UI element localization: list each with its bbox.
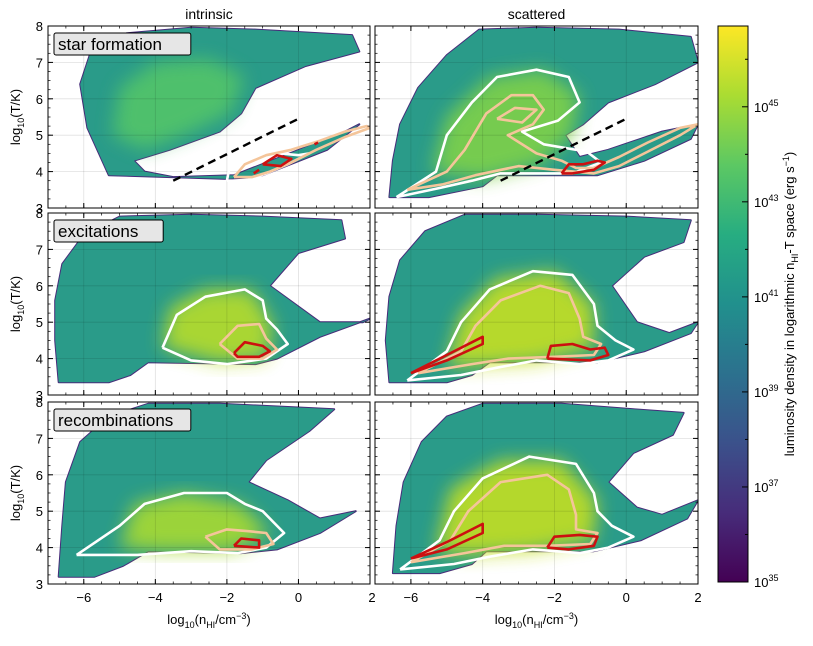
contour-red	[262, 153, 293, 168]
y-tick-label: 3	[36, 201, 43, 216]
density-core	[432, 69, 580, 179]
contour-red	[546, 342, 610, 362]
x-tick-label: 0	[623, 590, 630, 605]
colorbar-tick-label: 1035	[754, 573, 778, 590]
panel-star-formation-intrinsic: 3 4 5 6 7 8 log10(T/K) star formation intrinsic	[8, 6, 371, 216]
colorbar-gradient	[717, 25, 749, 583]
row-label-box	[53, 32, 192, 56]
y-tick-label: 6	[36, 92, 43, 107]
colorbar: 1035 1037 1039 1041 1043 1045 luminosity densi…	[717, 25, 800, 590]
x-tick-label: −4	[148, 590, 163, 605]
contour-red	[560, 159, 607, 175]
density-core	[119, 493, 270, 552]
y-tick-label: 8	[36, 395, 43, 410]
y-tick-label: 8	[36, 206, 43, 221]
x-tick-label: 2	[694, 590, 701, 605]
y-tick-label: 4	[36, 165, 43, 180]
x-tick-label: −2	[219, 590, 234, 605]
x-tick-label: −6	[76, 590, 91, 605]
contour-red	[410, 335, 485, 375]
y-tick-label: 7	[36, 242, 43, 257]
contour-peach	[406, 93, 698, 192]
y-tick-label: 5	[36, 504, 43, 519]
panel-star-formation-scattered: scattered	[374, 6, 699, 209]
y-tick-label: 7	[36, 55, 43, 70]
contour-red	[252, 168, 260, 175]
x-axis-label: log10(nHI/cm−3)	[495, 611, 579, 630]
contour-red	[410, 522, 485, 560]
x-tick-label: −2	[547, 590, 562, 605]
column-title: intrinsic	[185, 6, 232, 22]
y-tick-label: 5	[36, 315, 43, 330]
contour-red	[233, 537, 261, 549]
contour-peach	[410, 473, 599, 564]
contour-red	[313, 141, 319, 146]
contour-red	[233, 340, 272, 359]
row-label-box	[53, 219, 164, 243]
contour-peach	[417, 284, 603, 375]
panel-recombinations-intrinsic: 3 4 5 6 7 8 log10(T/K) recombinations −6 −4 −2 0 2 lo…	[8, 395, 376, 630]
y-tick-label: 3	[36, 577, 43, 592]
panel-excitations-scattered	[374, 212, 699, 396]
x-tick-label: 2	[368, 590, 375, 605]
x-tick-label: −4	[475, 590, 490, 605]
y-axis-label: log10(T/K)	[8, 276, 26, 332]
colorbar-label: luminosity density in logarithmic nHI-T …	[781, 152, 800, 456]
density-core	[112, 58, 245, 150]
threshold-dashed-line	[500, 117, 627, 182]
panel-recombinations-scattered: −6 −4 −2 0 2 log10(nHI/cm−3)	[374, 401, 702, 630]
row-label: excitations	[58, 222, 138, 241]
x-tick-label: 0	[295, 590, 302, 605]
y-tick-label: 3	[36, 388, 43, 403]
contour-white	[399, 455, 635, 571]
colorbar-tick-label: 1045	[754, 98, 778, 115]
y-tick-label: 8	[36, 19, 43, 34]
y-axis-label: log10(T/K)	[8, 89, 26, 145]
column-title: scattered	[508, 6, 566, 22]
y-tick-label: 6	[36, 279, 43, 294]
row-label: star formation	[58, 35, 162, 54]
contour-white	[406, 269, 635, 382]
colorbar-tick-label: 1041	[754, 288, 778, 305]
contour-peach	[218, 322, 279, 360]
contour-red	[546, 533, 599, 551]
threshold-dashed-line	[172, 117, 299, 182]
y-tick-label: 4	[36, 541, 43, 556]
contour-white	[395, 68, 603, 199]
colorbar-tick-label: 1039	[754, 383, 778, 400]
colorbar-tick-label: 1037	[754, 478, 778, 495]
row-label-box	[53, 408, 192, 432]
contour-white	[75, 491, 286, 557]
panel-excitations-intrinsic: 3 4 5 6 7 8 log10(T/K) excitations	[8, 206, 371, 403]
contour-peach	[233, 124, 370, 179]
y-tick-label: 7	[36, 431, 43, 446]
x-tick-label: −6	[403, 590, 418, 605]
y-tick-label: 5	[36, 128, 43, 143]
contour-peach	[204, 528, 275, 551]
row-label: recombinations	[58, 411, 173, 430]
contour-white	[161, 288, 290, 366]
x-axis-label: log10(nHI/cm−3)	[167, 611, 251, 630]
y-tick-label: 4	[36, 352, 43, 367]
contour-peach	[496, 106, 538, 124]
colorbar-tick-label: 1043	[754, 193, 778, 210]
y-tick-label: 6	[36, 468, 43, 483]
y-axis-label: log10(T/K)	[8, 465, 26, 521]
